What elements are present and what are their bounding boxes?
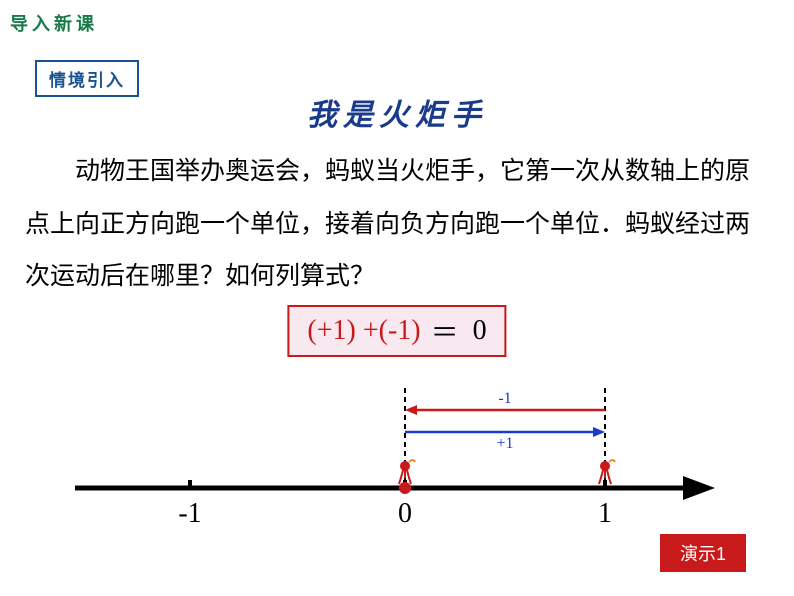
body-paragraph: 动物王国举办奥运会，蚂蚁当火炬手，它第一次从数轴上的原点上向正方向跑一个单位，接… [25,145,769,303]
number-line-diagram: -1 +1 -1 0 1 [65,370,725,540]
axis-label-zero: 0 [398,498,412,529]
equation-result: 0 [469,315,487,347]
context-box: 情境引入 [35,60,139,97]
diagram-svg: -1 +1 -1 0 1 [65,370,725,540]
equation-expression: (+1) +(-1) [307,315,420,347]
arrow-neg-label: -1 [498,390,511,407]
page-title: 我是火炬手 [307,90,487,134]
arrow-pos-head [593,427,605,437]
axis-label-neg1: -1 [178,498,201,529]
arrow-pos-label: +1 [496,435,513,452]
header-label: 导入新课 [10,10,98,36]
arrow-neg-head [405,405,417,415]
equation-box: (+1) +(-1) ＝ 0 [287,305,506,357]
origin-dot [399,482,411,494]
axis-label-pos1: 1 [598,498,612,529]
axis-arrowhead [683,476,715,500]
equation-equals: ＝ [431,311,459,351]
demo-button[interactable]: 演示1 [660,534,746,572]
